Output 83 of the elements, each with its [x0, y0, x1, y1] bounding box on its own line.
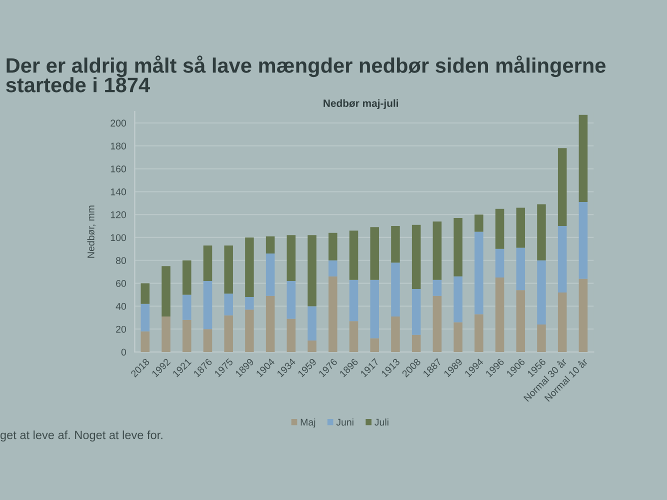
bar	[328, 260, 338, 276]
bar	[286, 318, 296, 352]
bar	[474, 214, 484, 232]
y-tick-label: 180	[110, 142, 126, 150]
bar	[578, 114, 588, 202]
bar	[474, 314, 484, 352]
chart-title: Der er aldrig målt så lave mængder nedbør siden målingerne startede i 1874	[6, 56, 606, 92]
y-tick-label: 160	[110, 165, 126, 172]
bar	[162, 316, 170, 352]
bar	[286, 280, 296, 319]
bar	[578, 278, 588, 352]
bar	[328, 232, 338, 260]
bar	[432, 280, 442, 296]
bar	[391, 226, 400, 263]
bar	[245, 297, 254, 310]
bar	[140, 331, 150, 352]
bar	[349, 230, 358, 280]
bar	[412, 289, 421, 335]
bar	[558, 292, 567, 352]
bar	[266, 296, 275, 352]
y-tick-label: 140	[110, 188, 126, 196]
bar	[182, 260, 192, 295]
legend-label: Juli	[374, 418, 388, 426]
bar	[495, 248, 504, 278]
bar	[454, 218, 462, 276]
bar	[558, 148, 567, 226]
bar	[308, 306, 316, 341]
bar	[203, 245, 212, 281]
bar	[537, 204, 546, 260]
bar	[495, 278, 504, 352]
bar	[454, 322, 462, 352]
bar	[432, 296, 442, 352]
bar	[245, 310, 254, 352]
chart-subtitle: Nedbør maj-juli	[324, 99, 398, 109]
bar	[391, 262, 400, 316]
y-tick-label: 60	[116, 280, 126, 287]
bar	[412, 224, 421, 290]
bar	[266, 254, 275, 296]
y-axis-title: Nedbør, mm	[87, 206, 96, 258]
bar	[224, 315, 233, 352]
y-tick-label: 20	[116, 326, 126, 333]
bar	[516, 208, 526, 248]
bar	[224, 294, 233, 316]
bar	[203, 329, 212, 352]
y-tick-label: 100	[110, 234, 126, 242]
y-tick-label: 40	[116, 302, 126, 310]
bar	[308, 340, 316, 352]
bar	[454, 276, 462, 322]
bar	[516, 248, 526, 290]
bar	[266, 236, 275, 254]
bar	[578, 202, 588, 279]
bar	[495, 208, 504, 249]
bar	[182, 294, 192, 320]
bar	[140, 304, 150, 332]
bar	[328, 276, 338, 352]
bar	[203, 280, 212, 330]
y-tick-label: 0	[121, 348, 126, 356]
bar	[537, 260, 546, 325]
legend-label: Juni	[336, 418, 354, 426]
bar	[412, 334, 421, 352]
y-tick-label: 120	[110, 211, 126, 218]
bar	[370, 338, 379, 352]
bar	[370, 280, 379, 338]
bar	[349, 280, 358, 322]
legend-label: Maj	[300, 418, 316, 428]
bar	[370, 227, 379, 280]
bar	[308, 235, 316, 306]
bar	[286, 235, 296, 281]
y-tick-label: 80	[116, 257, 126, 264]
bar	[558, 226, 567, 292]
bar	[182, 320, 192, 352]
bar	[245, 237, 254, 298]
bar	[224, 245, 233, 294]
bar	[391, 316, 400, 352]
bar	[432, 221, 442, 280]
text: get at leve af. Noget at leve for.	[0, 430, 162, 442]
bar	[140, 283, 150, 304]
bar	[474, 232, 484, 314]
bar	[162, 266, 170, 316]
bar	[516, 290, 526, 352]
bar	[537, 324, 546, 352]
y-tick-label: 200	[110, 120, 126, 127]
bar	[349, 321, 358, 352]
